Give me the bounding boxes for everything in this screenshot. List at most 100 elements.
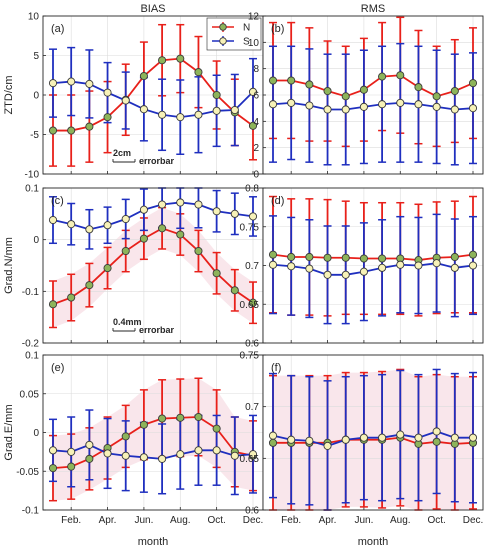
data-point-s — [158, 110, 167, 119]
data-point-s — [85, 79, 94, 88]
data-point-s — [414, 100, 423, 109]
data-point-s — [305, 264, 314, 273]
panel-f: 0.6 0.65 0.7 0.75 Feb. Apr. Jun. Aug. Oct. Dec. (f… — [240, 351, 484, 526]
data-point-n — [85, 281, 94, 290]
legend-label-n: N — [243, 23, 250, 34]
y-tick-label: 0 — [33, 235, 39, 246]
uncertainty-band — [53, 207, 253, 328]
data-point-n — [450, 252, 459, 262]
data-point-s — [287, 435, 296, 444]
data-point-n — [158, 56, 167, 65]
data-point-n — [212, 90, 221, 100]
axes-frame — [262, 15, 484, 175]
data-point-s — [121, 451, 130, 460]
y-tick-label: -0.1 — [22, 506, 40, 517]
data-point-s — [48, 215, 58, 225]
x-tick-label: Feb. — [281, 515, 301, 526]
panel-e: -0.1 -0.05 0 0.05 0.1 Feb. Apr. Jun. Aug. Oct. Dec… — [3, 351, 264, 526]
panel-a: -10 -5 0 5 10 ZTD/cm (a) 2cm errorbar NS — [3, 12, 264, 181]
data-point-s — [378, 100, 387, 109]
data-point-s — [176, 198, 185, 207]
data-point-s — [323, 105, 332, 114]
y-tick-label: 0.75 — [240, 222, 260, 233]
data-point-n — [139, 234, 148, 243]
data-point-n — [468, 250, 478, 259]
y-tick-label: 0.6 — [245, 506, 259, 517]
y-tick-label: 0 — [33, 91, 39, 102]
data-point-n — [212, 424, 221, 433]
data-point-n — [268, 76, 278, 85]
series-s — [49, 187, 257, 250]
data-point-s — [85, 440, 94, 449]
data-point-n — [212, 269, 221, 278]
data-point-s — [341, 435, 350, 444]
data-point-n — [121, 246, 130, 256]
y-tick-label: 10 — [248, 38, 260, 49]
data-point-s — [248, 87, 258, 96]
x-tick-label: Dec. — [463, 515, 484, 526]
data-point-s — [450, 105, 459, 114]
data-point-n — [323, 87, 332, 96]
y-tick-label: -5 — [30, 130, 39, 141]
data-point-n — [176, 54, 185, 63]
y-tick-label: 2 — [253, 143, 259, 154]
y-tick-label: 0.75 — [240, 351, 260, 362]
x-tick-label: Oct. — [427, 515, 445, 526]
data-point-n — [230, 286, 239, 295]
x-tick-label: Apr. — [319, 515, 337, 526]
data-point-n — [67, 462, 76, 471]
data-point-n — [323, 253, 332, 262]
x-tick-label: Jun. — [134, 515, 153, 526]
data-point-n — [48, 126, 58, 135]
y-tick-label: -0.2 — [22, 339, 40, 350]
data-point-n — [305, 252, 314, 262]
data-point-s — [414, 433, 423, 442]
y-tick-label: 6 — [253, 91, 259, 102]
data-point-s — [268, 100, 278, 109]
data-point-n — [341, 253, 350, 262]
data-point-n — [194, 68, 203, 77]
data-point-n — [378, 254, 387, 263]
data-point-s — [67, 220, 76, 229]
data-point-s — [139, 105, 148, 114]
data-point-s — [359, 102, 368, 111]
axes-frame — [262, 354, 484, 511]
y-tick-label: 8 — [253, 64, 259, 75]
data-point-s — [287, 98, 296, 107]
data-point-s — [212, 207, 221, 216]
data-point-n — [85, 454, 94, 463]
y-tick-label: -10 — [25, 170, 40, 181]
y-axis-label: Grad.N/mm — [3, 237, 15, 294]
legend-label-s: S — [243, 37, 250, 48]
data-point-s — [48, 79, 58, 88]
data-point-n — [67, 126, 76, 135]
data-point-s — [341, 105, 350, 114]
data-point-s — [396, 430, 405, 439]
data-point-s — [323, 270, 332, 279]
data-point-n — [287, 252, 296, 262]
data-point-s — [158, 454, 167, 463]
data-point-s — [194, 200, 203, 209]
data-point-s — [248, 212, 258, 221]
panel-label: (c) — [51, 195, 64, 207]
data-point-s — [396, 98, 405, 107]
x-tick-label: Dec. — [243, 515, 264, 526]
data-point-s — [85, 225, 94, 234]
data-point-n — [139, 420, 148, 429]
data-point-s — [230, 451, 239, 460]
x-tick-label: Aug. — [170, 515, 191, 526]
data-point-n — [158, 414, 167, 423]
data-point-s — [121, 214, 130, 224]
data-point-s — [158, 200, 167, 209]
column-title-rms: RMS — [361, 3, 385, 15]
data-point-s — [414, 261, 423, 270]
data-point-s — [176, 450, 185, 459]
panel-b: 0 2 4 6 8 10 12 (b) — [248, 12, 484, 181]
x-tick-label: Jun. — [354, 515, 373, 526]
y-axis-label: Grad.E/mm — [3, 404, 15, 460]
legend: NS — [206, 17, 262, 51]
data-point-s — [396, 260, 405, 269]
y-tick-label: 0.7 — [245, 402, 259, 413]
data-point-n — [268, 438, 278, 447]
data-point-n — [396, 71, 405, 80]
